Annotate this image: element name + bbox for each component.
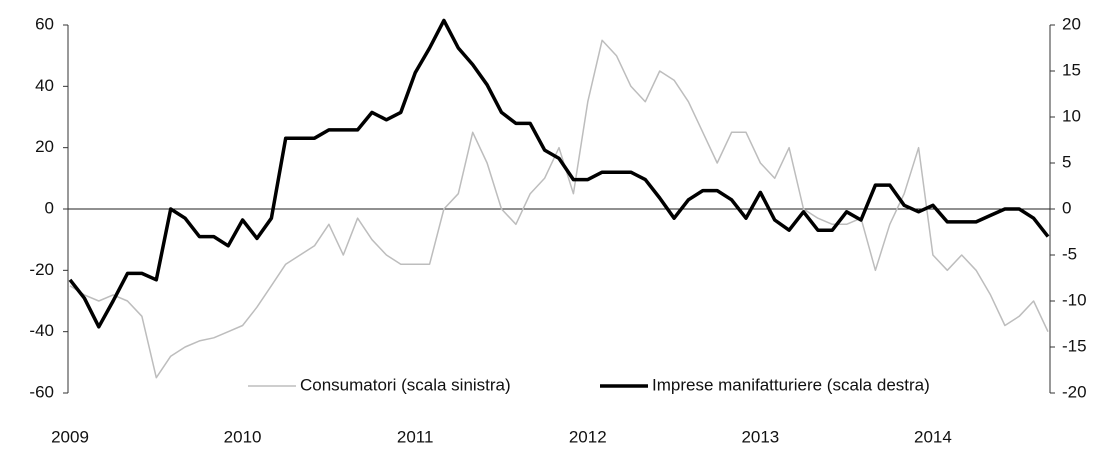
y-tick-label: -40 bbox=[29, 321, 54, 340]
x-tick-label: 2009 bbox=[51, 427, 89, 446]
series-line bbox=[68, 18, 1050, 329]
series-line bbox=[69, 39, 1049, 379]
y2-tick-label: -10 bbox=[1062, 290, 1087, 309]
x-tick-label: 2011 bbox=[397, 427, 434, 446]
y-tick-label: 40 bbox=[35, 76, 54, 95]
y2-tick-label: 20 bbox=[1062, 14, 1081, 33]
y-tick-label: -20 bbox=[29, 260, 54, 279]
x-tick-label: 2014 bbox=[914, 427, 952, 446]
y-tick-label: 60 bbox=[35, 14, 54, 33]
y2-tick-label: 10 bbox=[1062, 106, 1081, 125]
y-tick-label: 20 bbox=[35, 137, 54, 156]
legend-label: Imprese manifatturiere (scala destra) bbox=[652, 375, 930, 394]
y2-tick-label: 15 bbox=[1062, 60, 1081, 79]
y-tick-label: 0 bbox=[45, 198, 54, 217]
x-tick-label: 2010 bbox=[224, 427, 262, 446]
y2-tick-label: 5 bbox=[1062, 152, 1071, 171]
y2-tick-label: -20 bbox=[1062, 382, 1087, 401]
y2-tick-label: -15 bbox=[1062, 336, 1087, 355]
x-tick-label: 2013 bbox=[741, 427, 779, 446]
y2-tick-label: -5 bbox=[1062, 244, 1077, 263]
y-tick-label: -60 bbox=[29, 382, 54, 401]
y2-tick-label: 0 bbox=[1062, 198, 1071, 217]
x-tick-label: 2012 bbox=[569, 427, 607, 446]
legend-label: Consumatori (scala sinistra) bbox=[300, 375, 511, 394]
